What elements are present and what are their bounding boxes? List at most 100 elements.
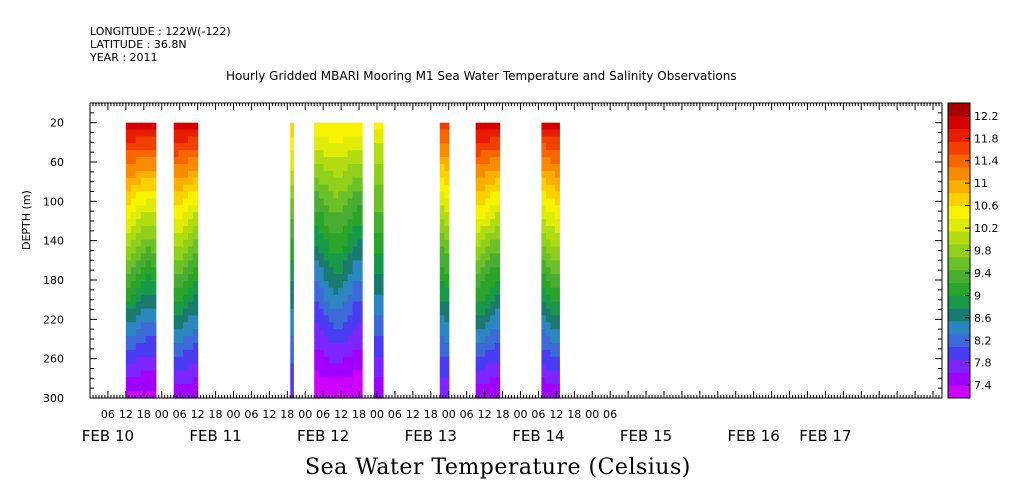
chart-title: Hourly Gridded MBARI Mooring M1 Sea Wate… <box>226 69 737 83</box>
heatmap-cell <box>475 274 482 282</box>
heatmap-cell <box>290 329 294 337</box>
heatmap-cell <box>178 274 184 282</box>
heatmap-cell <box>545 267 551 275</box>
heatmap-cell <box>183 205 189 213</box>
heatmap-cell <box>347 246 354 255</box>
heatmap-cell <box>439 301 445 310</box>
heatmap-cell <box>489 349 496 358</box>
heatmap-cell <box>541 308 547 316</box>
heatmap-cell <box>314 205 320 213</box>
heatmap-cell <box>178 294 184 303</box>
heatmap-cell <box>318 363 325 372</box>
heatmap-cell <box>357 184 363 193</box>
heatmap-cell <box>494 143 501 151</box>
heatmap-cell <box>318 356 325 365</box>
heatmap-cell <box>318 136 325 144</box>
heatmap-cell <box>550 184 556 193</box>
heatmap-cell <box>545 384 551 392</box>
heatmap-cell <box>145 301 152 310</box>
heatmap-cell <box>489 219 496 227</box>
heatmap-cell <box>439 274 445 282</box>
heatmap-cell <box>338 308 344 316</box>
heatmap-cell <box>173 301 180 310</box>
heatmap-cell <box>140 280 147 289</box>
heatmap-cell <box>328 143 334 151</box>
heatmap-cell <box>439 122 445 131</box>
heatmap-cell <box>333 205 339 213</box>
heatmap-cell <box>178 287 184 296</box>
colorbar-swatch <box>948 115 970 130</box>
heatmap-cell <box>550 336 556 344</box>
heatmap-cell <box>338 287 344 296</box>
heatmap-cell <box>494 384 501 392</box>
y-axis-layer: 20 60 100 140 180 220 260 300 <box>43 102 942 405</box>
heatmap-cell <box>178 239 184 248</box>
heatmap-cell <box>314 143 320 151</box>
heatmap-cell <box>489 205 496 213</box>
heatmap-cell <box>338 129 344 138</box>
heatmap-cell <box>125 336 132 344</box>
heatmap-cell <box>328 267 334 275</box>
heatmap-cell <box>192 219 199 227</box>
heatmap-cell <box>173 267 180 275</box>
heatmap-cell <box>338 363 344 372</box>
heatmap-cell <box>480 370 486 378</box>
heatmap-cell <box>338 294 344 303</box>
heatmap-cell <box>130 342 137 351</box>
heatmap-cell <box>314 157 320 165</box>
heatmap-cell <box>347 329 354 337</box>
heatmap-cell <box>475 308 482 316</box>
heatmap-cell <box>178 308 184 316</box>
heatmap-cell <box>150 177 157 186</box>
heatmap-cell <box>342 136 349 144</box>
heatmap-cell <box>475 377 482 385</box>
heatmap-cell <box>135 260 142 268</box>
heatmap-cell <box>130 260 137 268</box>
heatmap-cell <box>323 349 330 358</box>
heatmap-cell <box>178 342 184 351</box>
heatmap-cell <box>145 294 152 303</box>
heatmap-cell <box>554 177 560 186</box>
y-tick-label: 140 <box>43 235 64 248</box>
heatmap-cell <box>188 136 194 144</box>
heatmap-cell <box>475 170 482 179</box>
heatmap-cell <box>444 191 450 199</box>
heatmap-cell <box>318 301 325 310</box>
heatmap-cell <box>314 232 320 241</box>
heatmap-cell <box>145 212 152 220</box>
heatmap-cell <box>378 191 384 199</box>
heatmap-cell <box>314 322 320 330</box>
heatmap-cell <box>541 322 547 330</box>
heatmap-cell <box>150 191 157 199</box>
heatmap-cell <box>480 336 486 344</box>
heatmap-cell <box>333 225 339 234</box>
colorbar-swatch <box>948 359 970 373</box>
heatmap-cell <box>554 246 560 255</box>
heatmap-cell <box>314 239 320 248</box>
heatmap-cell <box>188 177 194 186</box>
heatmap-cell <box>342 377 349 385</box>
heatmap-cell <box>338 232 344 241</box>
heatmap-cell <box>550 177 556 186</box>
heatmap-cell <box>347 377 354 385</box>
heatmap-cell <box>485 274 491 282</box>
heatmap-cell <box>328 191 334 199</box>
heatmap-cell <box>475 322 482 330</box>
heatmap-cell <box>378 301 384 310</box>
heatmap-cell <box>485 294 491 303</box>
heatmap-cell <box>347 163 354 172</box>
heatmap-cell <box>338 212 344 220</box>
heatmap-cell <box>439 232 445 241</box>
heatmap-cell <box>145 349 152 358</box>
heatmap-cell <box>188 225 194 234</box>
heatmap-cell <box>541 170 547 179</box>
heatmap-cell <box>178 322 184 330</box>
heatmap-cell <box>314 191 320 199</box>
heatmap-cell <box>444 246 450 255</box>
heatmap-cell <box>444 129 450 138</box>
heatmap-cell <box>135 391 142 399</box>
heatmap-cell <box>541 177 547 186</box>
colorbar-swatch <box>948 128 970 142</box>
heatmap-cell <box>183 122 189 131</box>
heatmap-cell <box>183 391 189 399</box>
